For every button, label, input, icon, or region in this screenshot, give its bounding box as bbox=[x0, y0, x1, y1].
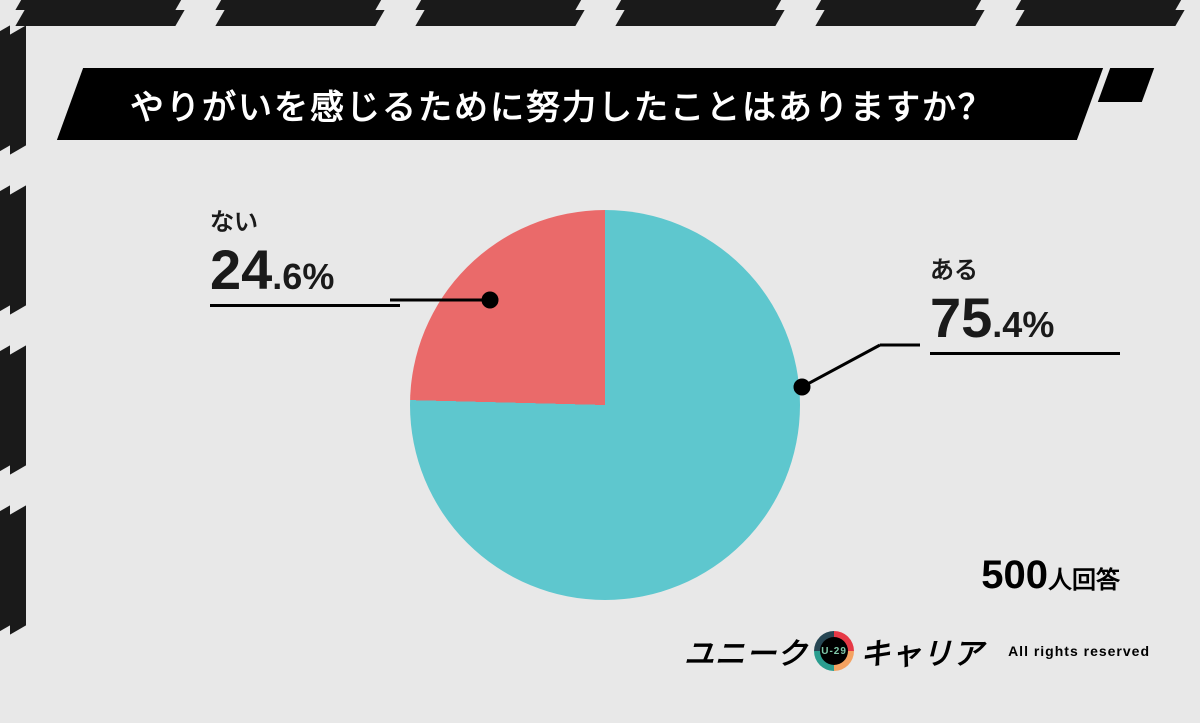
pie-chart bbox=[410, 210, 800, 600]
copyright-text: All rights reserved bbox=[1008, 643, 1150, 659]
brand-logo: ユニーク U-29 キャリア bbox=[684, 629, 984, 673]
title-text: やりがいを感じるために努力したことはありますか？ bbox=[70, 68, 1090, 140]
brand-text-right: キャリア bbox=[860, 629, 984, 673]
label-yes: ある bbox=[930, 250, 1120, 285]
slide: やりがいを感じるために努力したことはありますか？ ない 24.6% ある 75.… bbox=[10, 10, 1190, 713]
footer: ユニーク U-29 キャリア All rights reserved bbox=[684, 629, 1150, 673]
title-banner: やりがいを感じるために努力したことはありますか？ bbox=[70, 68, 1090, 140]
callout-yes: ある 75.4% bbox=[930, 250, 1120, 355]
percent-yes: 75.4% bbox=[930, 285, 1120, 355]
brand-badge-icon: U-29 bbox=[814, 631, 854, 671]
label-no: ない bbox=[210, 202, 400, 237]
respondent-count: 500人回答 bbox=[981, 553, 1120, 598]
brand-text-left: ユニーク bbox=[684, 629, 808, 673]
callout-no: ない 24.6% bbox=[210, 202, 400, 307]
percent-no: 24.6% bbox=[210, 237, 400, 307]
